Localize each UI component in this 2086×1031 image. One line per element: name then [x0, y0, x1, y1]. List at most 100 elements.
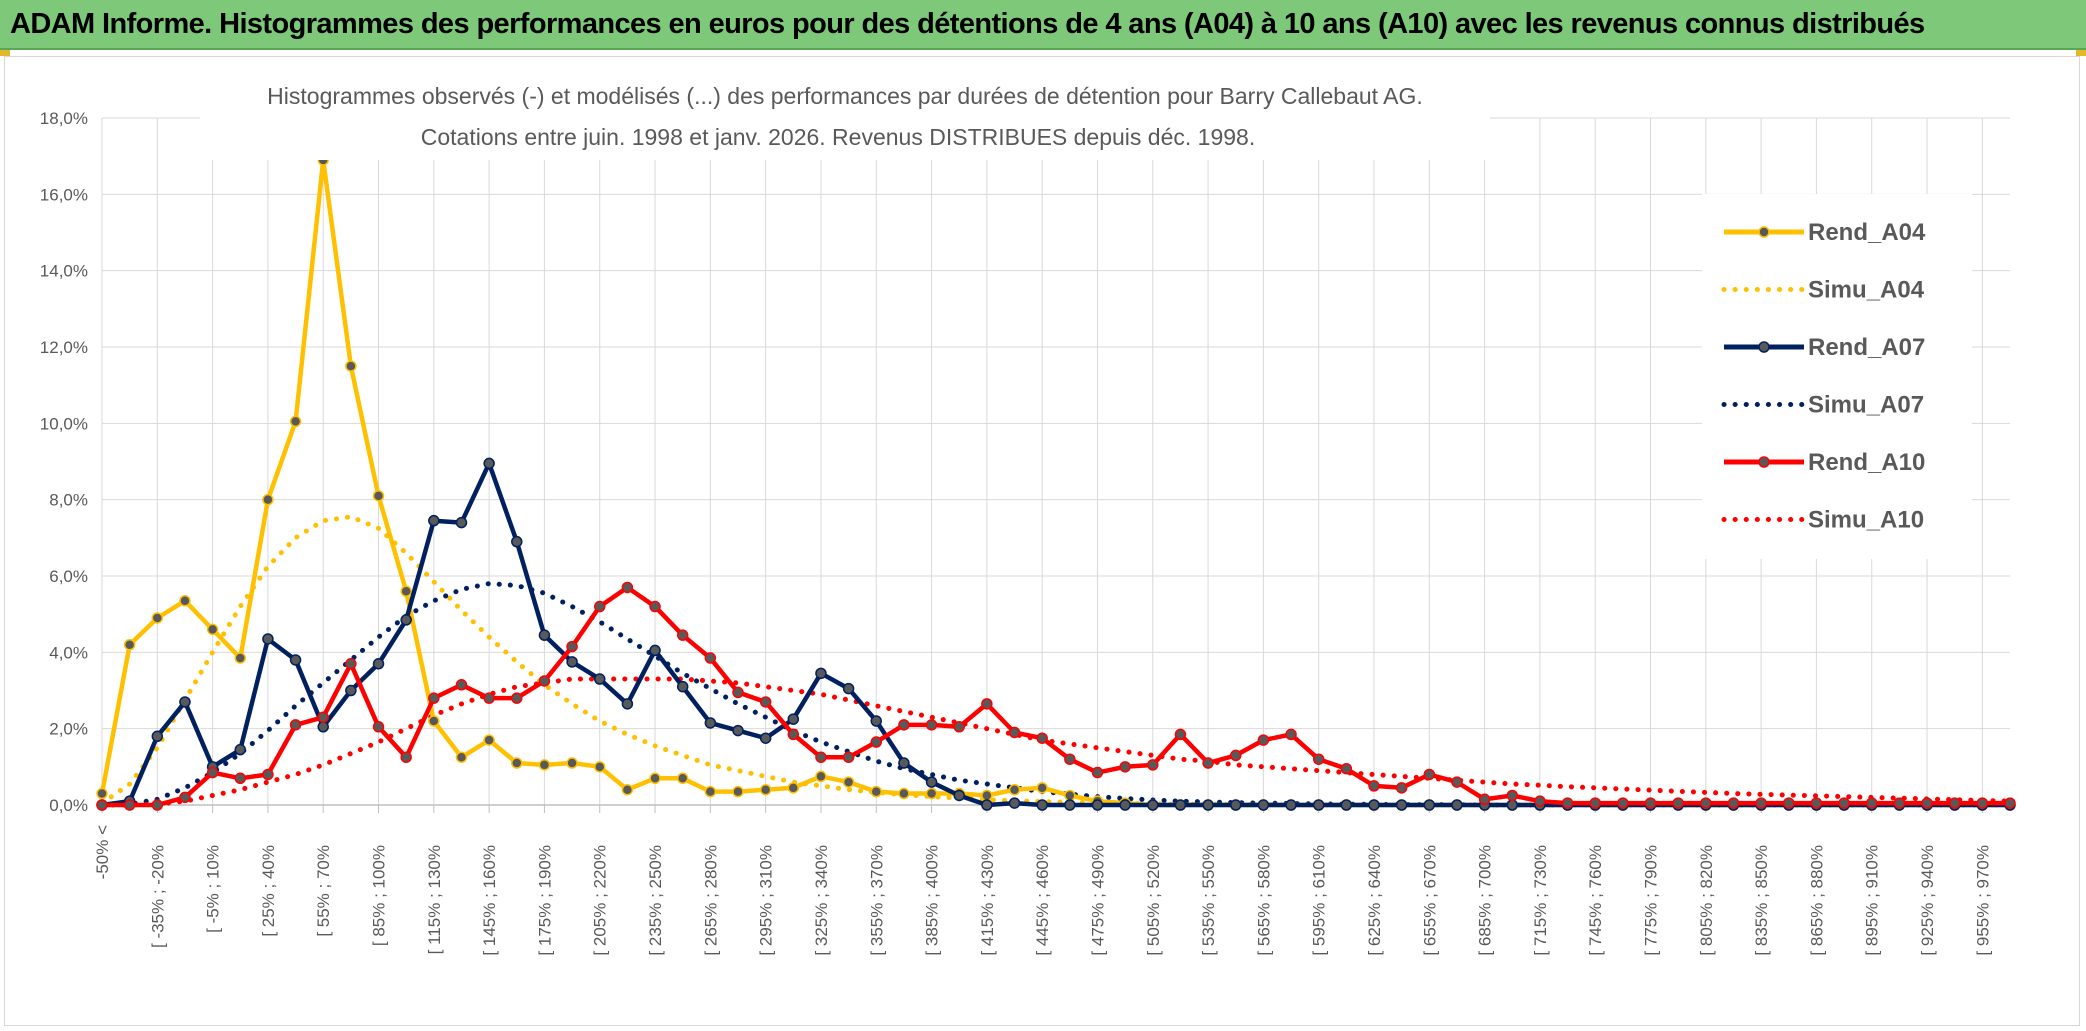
data-point	[1921, 797, 1933, 809]
legend-background	[1702, 194, 1972, 559]
data-point	[1534, 795, 1546, 807]
data-point	[1285, 799, 1297, 811]
data-point	[870, 785, 883, 798]
data-point	[842, 776, 855, 788]
data-point	[1119, 799, 1131, 811]
legend-label: Rend_A04	[1808, 219, 1926, 246]
y-tick-label: 4,0%	[49, 643, 88, 662]
data-point	[1976, 797, 1989, 809]
data-point	[372, 490, 385, 502]
legend-label: Simu_A07	[1808, 392, 1924, 419]
data-point	[538, 629, 551, 641]
data-point	[981, 789, 993, 802]
data-point	[123, 638, 136, 651]
x-tick-label: [ 865% ; 880%	[1807, 845, 1826, 956]
x-tick-label: [ 565% ; 580%	[1254, 845, 1273, 956]
data-point	[1174, 799, 1187, 811]
data-point	[538, 759, 551, 771]
data-point	[981, 799, 993, 811]
data-point	[732, 724, 744, 737]
data-point	[151, 799, 164, 811]
data-point	[1340, 762, 1353, 775]
data-point	[842, 751, 855, 764]
data-point	[870, 715, 883, 727]
data-point	[400, 585, 412, 598]
data-point	[898, 787, 910, 800]
legend-marker	[1758, 456, 1770, 468]
data-point	[1257, 799, 1270, 811]
data-point	[179, 696, 191, 708]
data-point	[566, 656, 578, 668]
data-point	[1340, 799, 1353, 811]
data-point	[483, 457, 495, 470]
x-tick-label: [ 265% ; 280%	[701, 845, 720, 956]
data-point	[704, 785, 717, 798]
data-point	[234, 743, 247, 756]
data-point	[815, 770, 827, 783]
x-tick-label: [ 55% ; 70%	[314, 845, 333, 937]
x-tick-label: [ 175% ; 190%	[535, 845, 554, 956]
data-point	[317, 711, 329, 723]
x-tick-label: [ 535% ; 550%	[1199, 845, 1218, 956]
x-tick-label: [ 415% ; 430%	[978, 845, 997, 956]
data-point	[842, 682, 855, 695]
data-point	[1700, 797, 1712, 809]
data-point	[1036, 782, 1048, 794]
data-point	[455, 679, 468, 691]
data-point	[925, 719, 938, 731]
x-tick-label: [ 205% ; 220%	[591, 845, 610, 956]
data-point	[151, 730, 164, 743]
x-tick-label: [ 325% ; 340%	[812, 845, 831, 956]
data-point	[925, 776, 938, 788]
data-point	[787, 713, 800, 725]
legend-marker	[1758, 226, 1770, 238]
data-point	[898, 719, 910, 731]
y-tick-label: 2,0%	[49, 720, 88, 739]
x-tick-label: -50% <	[93, 825, 112, 879]
y-tick-label: 0,0%	[49, 796, 88, 815]
data-point	[566, 640, 578, 653]
y-tick-label: 10,0%	[40, 414, 88, 433]
data-point	[1589, 797, 1601, 809]
data-point	[732, 686, 744, 699]
data-point	[815, 667, 827, 680]
x-tick-label: [ 145% ; 160%	[480, 845, 499, 956]
data-point	[1672, 797, 1684, 809]
data-point	[1395, 782, 1408, 794]
data-point	[1285, 728, 1297, 741]
x-tick-label: [ 505% ; 520%	[1144, 845, 1163, 956]
data-point	[815, 751, 827, 764]
legend-item-Rend_A10: Rend_A10	[1724, 449, 1925, 476]
x-tick-label: [ 655% ; 670%	[1420, 845, 1439, 956]
data-point	[1091, 766, 1104, 779]
data-point	[787, 782, 800, 794]
x-tick-label: [ 805% ; 820%	[1697, 845, 1716, 956]
x-tick-label: [ 715% ; 730%	[1531, 845, 1550, 956]
data-point	[649, 644, 661, 657]
x-tick-label: [ 235% ; 250%	[646, 845, 665, 956]
data-point	[1091, 799, 1104, 811]
data-point	[538, 675, 551, 687]
data-point	[1147, 759, 1159, 771]
x-tick-label: [ 745% ; 760%	[1586, 845, 1605, 956]
data-point	[1119, 761, 1131, 773]
x-tick-label: [ 85% ; 100%	[370, 845, 389, 946]
data-point	[372, 721, 385, 733]
legend-item-Simu_A04: Simu_A04	[1721, 277, 1925, 304]
legend-item-Simu_A07: Simu_A07	[1721, 392, 1924, 419]
data-point	[345, 360, 357, 372]
data-point	[1783, 797, 1795, 809]
data-point	[1312, 753, 1325, 765]
data-point	[1064, 753, 1076, 765]
data-point	[704, 717, 717, 729]
y-tick-label: 16,0%	[40, 185, 88, 204]
data-point	[1506, 799, 1519, 811]
legend-label: Rend_A07	[1808, 334, 1925, 361]
data-point	[151, 612, 164, 624]
data-point	[787, 728, 800, 741]
chart-frame	[4, 56, 2080, 1026]
title-background	[200, 75, 1490, 160]
data-point	[759, 783, 772, 796]
data-point	[455, 516, 468, 529]
